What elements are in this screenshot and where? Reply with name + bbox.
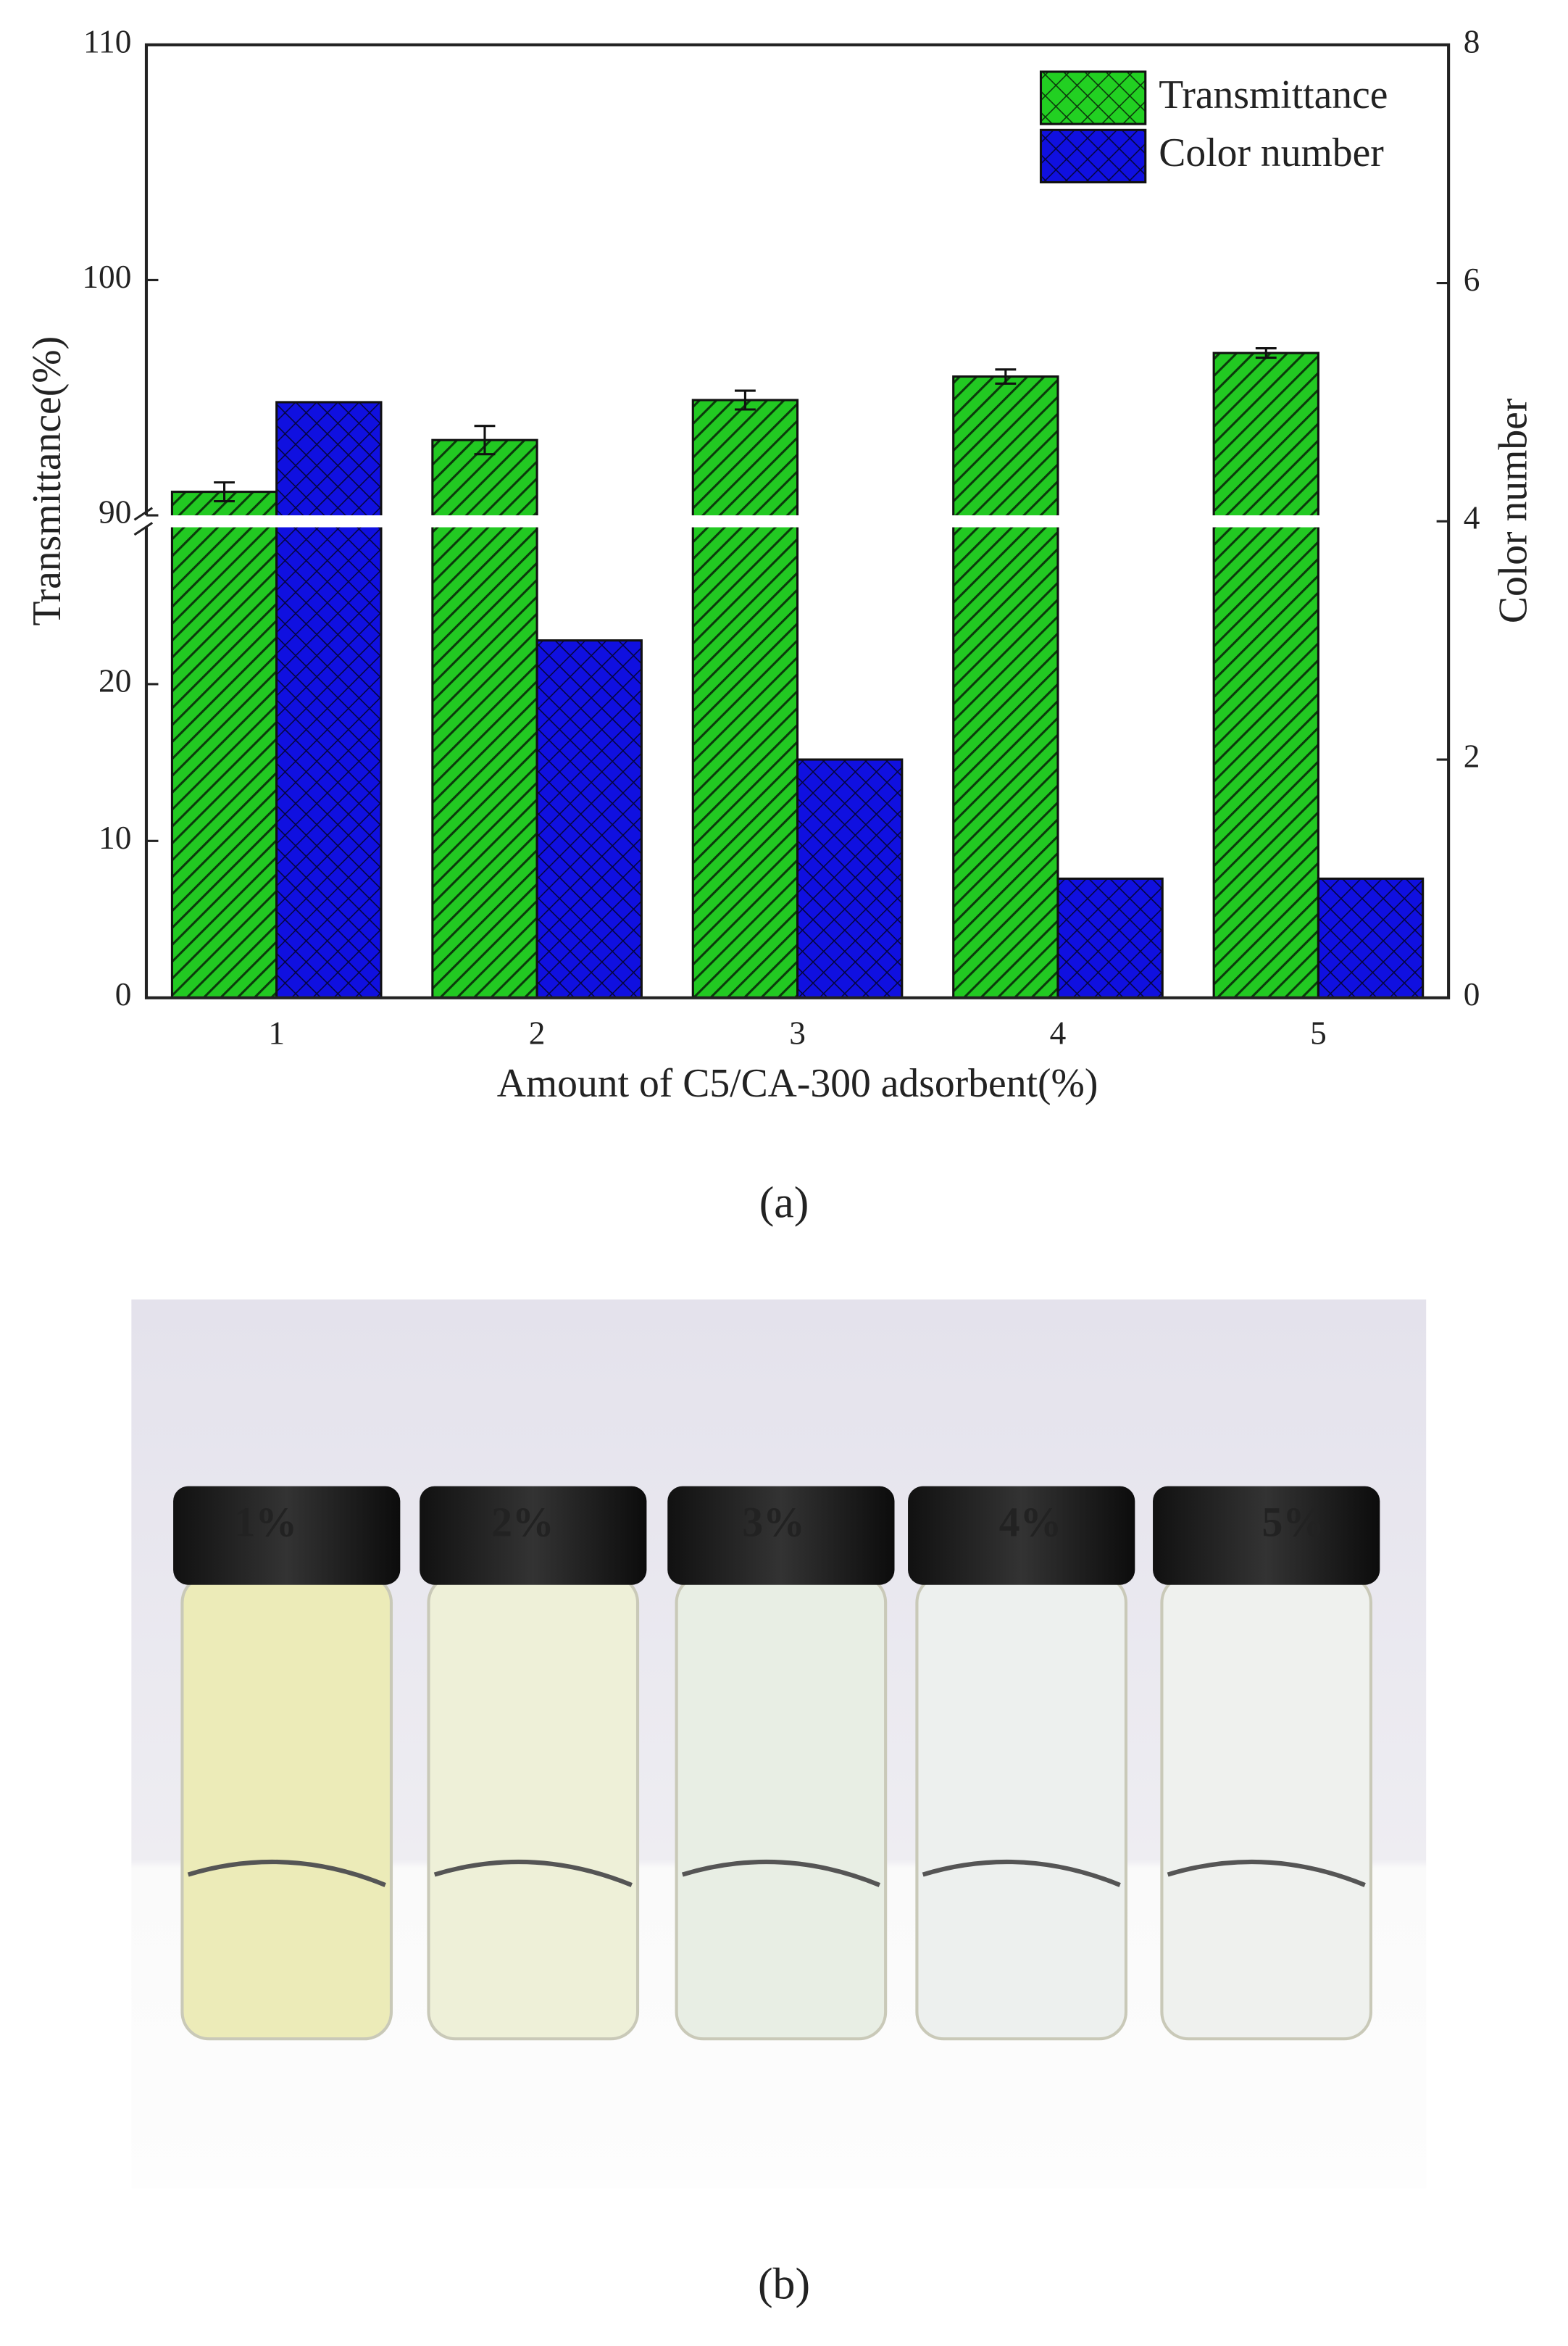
bar (170, 491, 278, 999)
bar (952, 375, 1059, 999)
meniscus (433, 1859, 633, 1887)
chart: 1 2 3 4 5 0 10 20 90 100 110 0 2 4 6 8 Amount of C5/CA-3… (25, 23, 1536, 1106)
break-mark (133, 507, 154, 521)
legend: Transmittance Color number (1039, 70, 1388, 184)
y-axis-label: Transmittance(%) (25, 336, 70, 626)
y2-tick-label: 0 (1464, 976, 1480, 1012)
vial: 4% (908, 1486, 1135, 2041)
vial-body (915, 1574, 1128, 2041)
error-bar (734, 389, 756, 411)
meniscus (187, 1859, 386, 1887)
y-tick-label: 110 (83, 23, 131, 59)
bar (1317, 877, 1425, 999)
y2-tick-label: 2 (1464, 738, 1480, 774)
y-tick-label: 20 (99, 662, 131, 699)
x-tick-label: 3 (789, 1015, 806, 1052)
meniscus (922, 1859, 1121, 1887)
vial-cap (667, 1486, 895, 1585)
vial-body (180, 1574, 393, 2041)
x-tick-label: 2 (529, 1015, 546, 1052)
legend-swatch (1039, 128, 1147, 184)
bar (691, 399, 799, 999)
y2-tick-label: 6 (1464, 262, 1480, 298)
bar (1212, 352, 1319, 999)
y-tick-label: 10 (99, 820, 131, 856)
x-tick-label: 4 (1050, 1015, 1067, 1052)
photo: 1% 2% 3% 4% 5% (131, 1299, 1427, 2189)
vial-cap (1153, 1486, 1380, 1585)
bar (275, 401, 383, 999)
x-tick-label: 1 (268, 1015, 285, 1052)
bar (796, 758, 904, 999)
y2-tick-label: 4 (1464, 500, 1480, 536)
vial-cap (908, 1486, 1135, 1585)
vial-body (675, 1574, 888, 2041)
y2-axis-label: Color number (1491, 398, 1536, 623)
y2-tick-label: 8 (1464, 23, 1480, 59)
vial-label: 5% (1262, 1500, 1325, 1546)
bar (535, 639, 643, 999)
vial-label: 2% (491, 1500, 554, 1546)
vial: 2% (420, 1486, 647, 2041)
y-tick-label: 100 (82, 259, 131, 295)
vial-label: 4% (999, 1500, 1062, 1546)
panel-label: (a) (759, 1178, 809, 1227)
y-tick-label: 0 (115, 976, 132, 1012)
bar (1056, 877, 1164, 999)
legend-label: Transmittance (1159, 72, 1388, 117)
vial-label: 3% (742, 1500, 805, 1546)
x-tick-label: 5 (1310, 1015, 1327, 1052)
vial-body (1160, 1574, 1373, 2041)
error-bar (1255, 347, 1277, 359)
bar (431, 438, 538, 999)
vial: 5% (1153, 1486, 1380, 2041)
legend-label: Color number (1159, 130, 1384, 175)
vial-body (427, 1574, 640, 2041)
vial: 1% (173, 1486, 401, 2041)
axis-break (149, 515, 1446, 528)
break-mark (133, 522, 154, 536)
meniscus (681, 1859, 881, 1887)
legend-swatch (1039, 70, 1147, 125)
y-tick-label: 90 (99, 494, 131, 530)
meniscus (1167, 1859, 1366, 1887)
vial: 3% (667, 1486, 895, 2041)
error-bar (995, 368, 1017, 385)
x-axis-label: Amount of C5/CA-300 adsorbent(%) (497, 1061, 1098, 1106)
vial-cap (173, 1486, 401, 1585)
vial-cap (420, 1486, 647, 1585)
error-bar (214, 481, 235, 503)
vial-label: 1% (235, 1500, 298, 1546)
panel-label: (b) (758, 2260, 810, 2309)
error-bar (474, 425, 496, 456)
